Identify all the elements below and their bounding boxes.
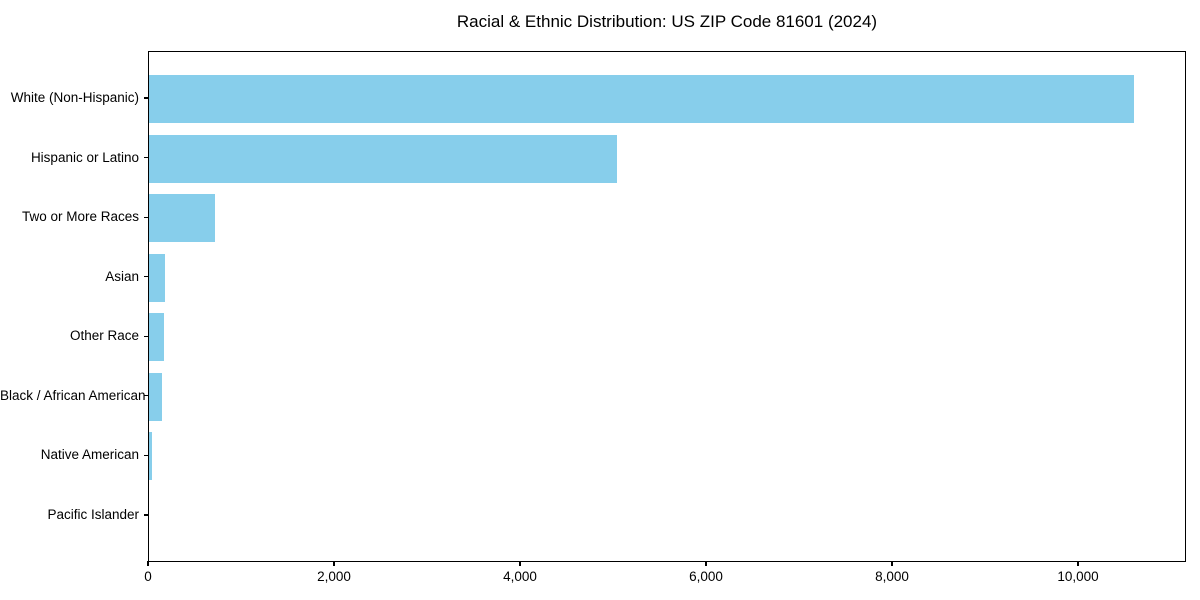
x-tick-mark [705,561,707,566]
x-tick-label: 2,000 [317,569,351,584]
y-tick-mark [143,276,148,278]
x-tick-mark [1077,561,1079,566]
x-tick-label: 0 [144,569,152,584]
y-axis-label: Other Race [69,328,139,344]
bar-black-african-american [149,372,162,421]
x-tick-mark [333,561,335,566]
bar-asian [149,253,166,302]
y-tick-mark [143,335,148,337]
y-tick-mark [143,97,148,99]
bar-two-or-more-races [149,194,216,243]
x-tick-label: 4,000 [503,569,537,584]
y-tick-mark [143,514,148,516]
y-tick-mark [143,216,148,218]
bar-native-american [149,432,153,481]
y-axis-label: White (Non-Hispanic) [10,90,139,105]
x-tick-label: 10,000 [1057,569,1099,584]
x-tick-mark [891,561,893,566]
chart-title: Racial & Ethnic Distribution: US ZIP Cod… [456,12,878,31]
y-axis-label: Pacific Islander [47,506,139,522]
y-tick-mark [143,454,148,456]
x-tick-mark [147,561,149,566]
y-tick-mark [143,156,148,159]
y-axis-label: Hispanic or Latino [30,149,139,165]
plot-area [148,51,1186,562]
x-tick-label: 8,000 [875,569,909,584]
x-tick-mark [519,561,521,566]
x-tick-label: 6,000 [689,569,723,584]
y-axis-label: Two or More Races [21,209,139,225]
bar-hispanic-or-latino [149,134,618,183]
y-tick-mark [143,395,148,397]
bar-white-non-hispanic [149,75,1135,123]
y-axis-label: Black / African American [0,387,146,403]
bar-other-race [149,313,164,362]
y-axis-label: Asian [105,268,139,284]
y-axis-label: Native American [40,447,139,463]
